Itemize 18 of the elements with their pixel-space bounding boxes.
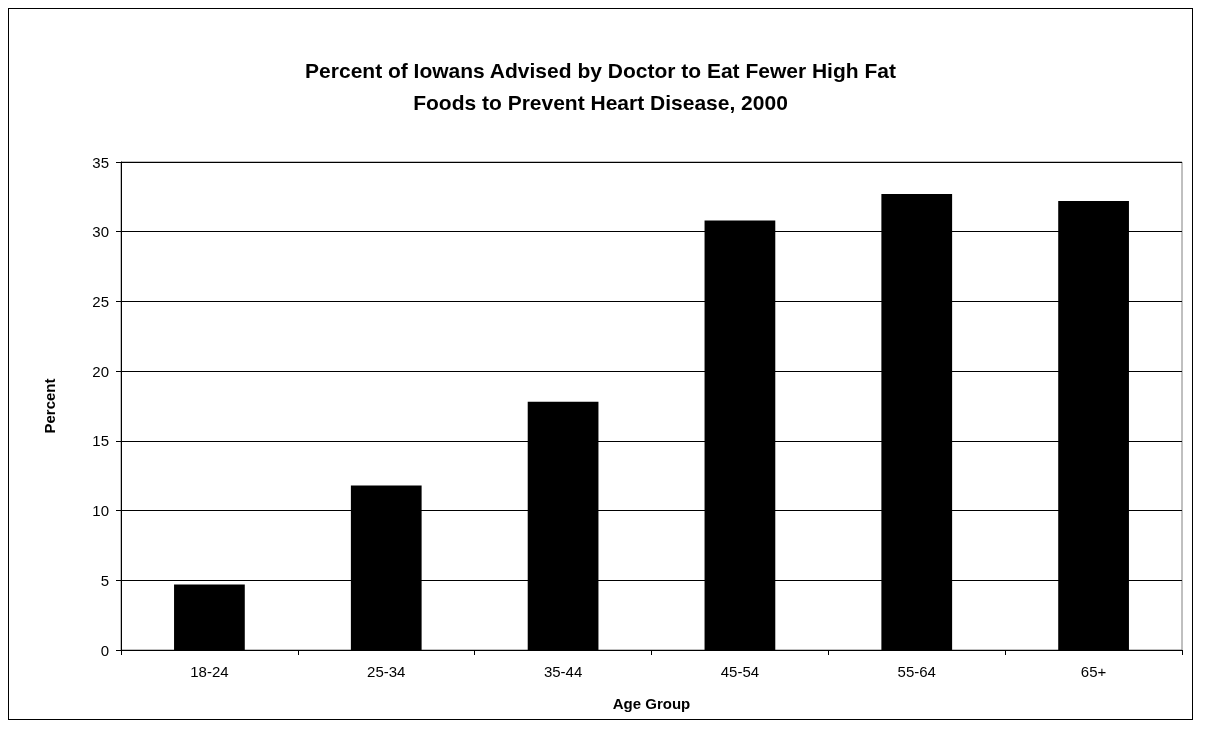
x-tick-label: 55-64 <box>897 663 936 680</box>
y-tick-label: 35 <box>92 153 109 171</box>
y-tick-label: 20 <box>92 362 109 380</box>
x-tick-label: 45-54 <box>720 663 760 680</box>
x-tick-label: 25-34 <box>367 663 406 680</box>
x-axis-title: Age Group <box>612 695 691 712</box>
x-tick-label: 18-24 <box>190 663 229 680</box>
y-tick-label: 5 <box>100 571 109 589</box>
y-tick-label: 10 <box>92 502 109 520</box>
y-tick-label: 25 <box>92 292 109 310</box>
x-tick-label: 35-44 <box>543 663 583 680</box>
y-tick-label: 30 <box>92 223 109 241</box>
x-tick-label: 65+ <box>1080 663 1107 680</box>
chart-title: Percent of Iowans Advised by Doctor to Eat Fewer High Fat Foods to Prevent Heart Disease, 2000 <box>305 58 896 114</box>
bar <box>174 584 245 650</box>
y-tick-label: 15 <box>92 432 109 450</box>
y-tick-label: 0 <box>100 641 109 659</box>
y-axis-title: Percent <box>41 378 58 434</box>
